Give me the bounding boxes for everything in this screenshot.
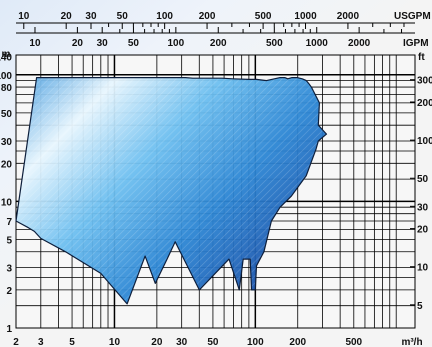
igpm-tick-label: 2000: [348, 38, 371, 49]
x-tick-label: 30: [176, 337, 188, 347]
x-tick-label: 5: [69, 337, 75, 347]
igpm-tick-label: 30: [97, 38, 109, 49]
x-tick-label: 200: [289, 337, 306, 347]
x-tick-label: 10: [109, 337, 121, 347]
y-tick-label: 50: [1, 109, 13, 120]
x-tick-label: 2: [13, 337, 19, 347]
igpm-tick-label: 500: [266, 38, 283, 49]
y-tick-label: 10: [1, 197, 13, 208]
x-tick-label: 100: [247, 337, 264, 347]
usgpm-tick-label: 30: [85, 11, 97, 22]
ft-tick-label: 300: [417, 76, 432, 87]
usgpm-tick-label: 100: [156, 11, 173, 22]
x-tick-label: 3: [38, 337, 44, 347]
x-tick-label: 20: [151, 337, 163, 347]
y-tick-label: 140: [0, 52, 12, 63]
y-tick-label: 80: [1, 83, 13, 94]
y-tick-label: 5: [6, 236, 12, 247]
igpm-unit-label: IGPM: [403, 38, 429, 49]
usgpm-tick-label: 20: [61, 11, 73, 22]
y-tick-label: 100: [0, 71, 12, 82]
top-axes: 10 20 30 50 100 200 500 1000 2000 USGPM 10 20 30 50 10…: [16, 11, 431, 49]
ft-tick-label: 30: [417, 202, 429, 213]
ft-tick-label: 20: [417, 225, 429, 236]
usgpm-tick-label: 2000: [337, 11, 360, 22]
igpm-tick-label: 20: [72, 38, 84, 49]
usgpm-tick-label: 1000: [294, 11, 317, 22]
usgpm-tick-label: 10: [18, 11, 30, 22]
y-tick-label: 7: [6, 217, 12, 228]
ft-unit-label: ft: [418, 52, 425, 63]
usgpm-tick-label: 200: [199, 11, 216, 22]
y-tick-label: 20: [1, 159, 13, 170]
x-unit-label: m³/h: [401, 337, 422, 347]
performance-envelope-outline: [15, 77, 328, 305]
ft-tick-label: 5: [417, 301, 423, 312]
igpm-tick-label: 100: [168, 38, 185, 49]
igpm-tick-label: 1000: [306, 38, 329, 49]
y-tick-label: 1: [6, 324, 12, 335]
usgpm-unit-label: USGPM: [394, 11, 431, 22]
igpm-tick-label: 10: [29, 38, 41, 49]
performance-area: [15, 77, 328, 305]
ft-tick-label: 50: [417, 174, 429, 185]
axis-labels: 123571020305080100140m235102030501002005…: [0, 49, 432, 347]
usgpm-tick-label: 50: [117, 11, 129, 22]
y-unit-label: m: [2, 49, 11, 60]
y-tick-label: 3: [6, 264, 12, 275]
x-tick-label: 50: [207, 337, 219, 347]
usgpm-tick-label: 500: [255, 11, 272, 22]
igpm-tick-label: 200: [210, 38, 227, 49]
ft-tick-label: 100: [417, 136, 432, 147]
performance-envelope-texture: [16, 77, 327, 304]
y-tick-label: 30: [1, 137, 13, 148]
ft-tick-label: 200: [417, 98, 432, 109]
igpm-tick-label: 50: [128, 38, 140, 49]
x-tick-label: 500: [345, 337, 362, 347]
ft-tick-label: 10: [417, 263, 429, 274]
y-tick-label: 2: [6, 286, 12, 297]
